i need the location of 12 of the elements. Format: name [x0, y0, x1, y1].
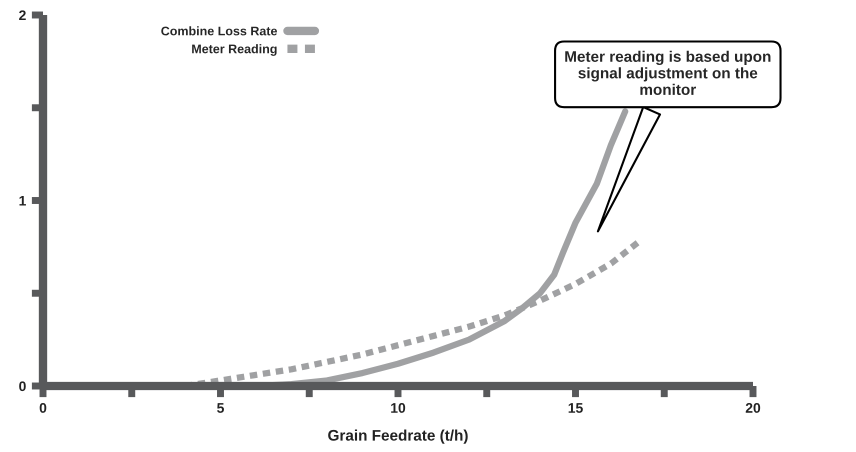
- legend-label: Combine Loss Rate: [161, 26, 278, 36]
- annotation: Meter reading is based upon signal adjustment on the monitor: [565, 50, 770, 95]
- x-tick-label: 15: [568, 403, 583, 413]
- x-tick-label: 5: [217, 403, 224, 413]
- legend-label: Meter Reading: [192, 44, 277, 56]
- y-tick-label: 0: [19, 381, 26, 392]
- y-tick-label: 2: [19, 10, 26, 20]
- x-tick-label: 0: [40, 403, 46, 413]
- y-tick-label: 1: [19, 196, 26, 206]
- x-axis-title: Grain Feedrate (t/h): [328, 430, 468, 444]
- x-tick-label: 20: [746, 403, 760, 413]
- x-tick-label: 10: [391, 403, 406, 413]
